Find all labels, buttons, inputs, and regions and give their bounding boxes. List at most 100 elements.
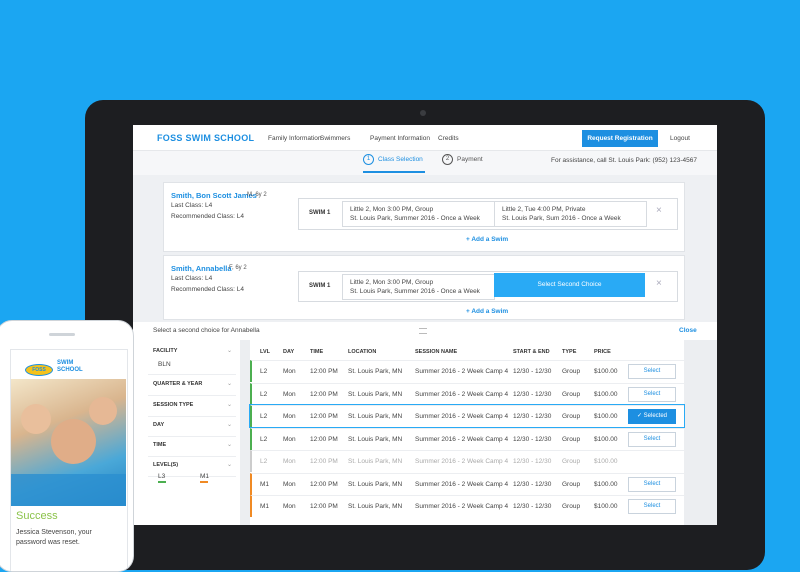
filter-label[interactable]: SESSION TYPE [153,402,194,408]
logo: FOSS SWIM SCHOOL [157,133,255,143]
remove-icon: × [656,278,662,289]
table-cell: Group [562,503,581,510]
recommended-class: Recommended Class: L4 [171,286,244,293]
table-cell: Group [562,435,581,443]
close-link[interactable]: Close [679,327,697,334]
filter-label[interactable]: FACILITY [153,348,178,354]
swim-box: SWIM 1 Little 2, Mon 3:00 PM, Group St. Lo… [298,271,678,302]
choice-line: Little 2, Mon 3:00 PM, Group [350,206,434,213]
table-row: M1 Mon 12:00 PM St. Louis Park, MN Summer 20… [250,472,684,495]
table-cell: $100.00 [594,458,618,465]
steps-bar [133,150,717,176]
table-row: L2 Mon 12:00 PM St. Louis Park, MN Summer 20… [249,404,685,428]
filter-label[interactable]: DAY [153,422,165,428]
table-cell: 12:00 PM [310,458,338,465]
table-cell: 12/30 - 12/30 [513,368,552,375]
filter-chevron: ⌄ [227,422,233,428]
photo-figure [51,419,96,464]
table-cell: 12:00 PM [310,368,338,375]
table-cell: 12/30 - 12/30 [513,435,552,443]
phone: FOSS SWIM SCHOOL Success Jessica Stevenson,… [0,320,134,572]
table-cell: Summer 2016 - 2 Week Camp 4 [415,435,509,443]
logo-badge: FOSS [25,364,53,376]
second-choice-button[interactable]: Select Second Choice [494,273,645,297]
table-cell: Mon [283,458,296,465]
table-cell: M1 [260,503,270,510]
choice-line: Little 2, Mon 3:00 PM, Group [350,279,434,286]
nav-link: Swimmers [320,135,351,142]
choice: Little 2, Mon 3:00 PM, Group St. Louis Pa… [342,201,495,227]
filter-divider [148,416,236,417]
table-cell: Group [562,413,581,420]
step-label[interactable]: Payment [457,156,483,163]
select-button[interactable]: Select [628,499,676,514]
filter-panel [133,340,240,525]
table-cell: Mon [283,390,296,398]
table-cell: $100.00 [594,503,618,510]
table-cell: 12:00 PM [310,480,338,488]
student-name: Smith, Bon Scott James [171,191,257,200]
filter-chevron: ⌄ [227,442,233,448]
table-cell: 12/30 - 12/30 [513,503,552,510]
table-cell: St. Louis Park, MN [348,480,403,488]
add-swim[interactable]: + Add a Swim [466,236,509,243]
select-button[interactable]: Select [628,476,676,492]
choice-line: St. Louis Park, Sum 2016 - Once a Week [502,215,621,222]
filter-label[interactable]: QUARTER & YEAR [153,381,203,387]
step-underline [363,171,425,173]
facility-value: BLN [158,361,171,368]
table-cell: Group [562,368,581,375]
filter-chevron: ⌄ [227,402,233,408]
photo [11,379,126,506]
filter-chevron: ⌄ [227,348,233,354]
screen: FOSS SWIM SCHOOL Family Information Swimme… [133,125,717,525]
panel-prompt: Select a second choice for Annabella [153,327,260,334]
table-row: L2 Mon 12:00 PM St. Louis Park, MN Summer 20… [250,360,684,382]
column-header: PRICE [594,349,611,355]
camera [420,110,426,116]
filter-chevron: ⌄ [227,381,233,387]
select-button[interactable]: ✓ Selected [628,409,676,424]
filter-label[interactable]: TIME [153,442,167,448]
table-cell: $100.00 [594,390,618,398]
logout[interactable]: Logout [670,135,690,142]
table-row: M1 Mon 12:00 PM St. Louis Park, MN Summer 20… [250,495,684,517]
table-cell: Summer 2016 - 2 Week Camp 4 [415,458,509,465]
table-cell: Summer 2016 - 2 Week Camp 4 [415,390,509,398]
add-swim[interactable]: + Add a Swim [466,308,509,315]
page: {"header":{"logo":"FOSS SWIM SCHOOL","na… [0,100,765,572]
photo-figure [89,397,117,425]
select-button[interactable]: Select [628,431,676,447]
step-number: 2 [442,154,453,165]
success-heading: Success [16,510,58,522]
table-cell: L2 [260,368,268,375]
select-button[interactable]: Select [628,386,676,402]
table-cell: St. Louis Park, MN [348,435,403,443]
level-value: M1 [200,473,210,480]
column-header: SESSION NAME [415,349,458,355]
column-header: DAY [283,349,295,355]
table-cell: Mon [283,503,296,510]
table-cell: $100.00 [594,368,618,375]
student-card: Smith, Annabella F, 6y 2 Last Class: L4 Rec… [163,255,685,320]
filter-label[interactable]: LEVEL(S) [153,462,179,468]
photo-water [11,474,126,506]
table-cell: 12:00 PM [310,503,338,510]
student-meta: M, 6y 2 [247,192,267,198]
table-cell: M1 [260,480,270,488]
request-button[interactable]: Request Registration [582,130,658,147]
last-class: Last Class: L4 [171,202,213,209]
table-cell: 12/30 - 12/30 [513,458,552,465]
table-cell: 12/30 - 12/30 [513,390,552,398]
filter-divider [148,436,236,437]
select-button[interactable]: Select [628,364,676,379]
step-label[interactable]: Class Selection [378,156,423,163]
table-cell: Summer 2016 - 2 Week Camp 4 [415,503,509,510]
last-class: Last Class: L4 [171,275,213,282]
student-meta: F, 6y 2 [229,265,247,271]
table-cell: $100.00 [594,413,618,420]
table-cell: Mon [283,368,296,375]
column-header: TYPE [562,349,577,355]
recommended-class: Recommended Class: L4 [171,213,244,220]
column-header: LOCATION [348,349,377,355]
